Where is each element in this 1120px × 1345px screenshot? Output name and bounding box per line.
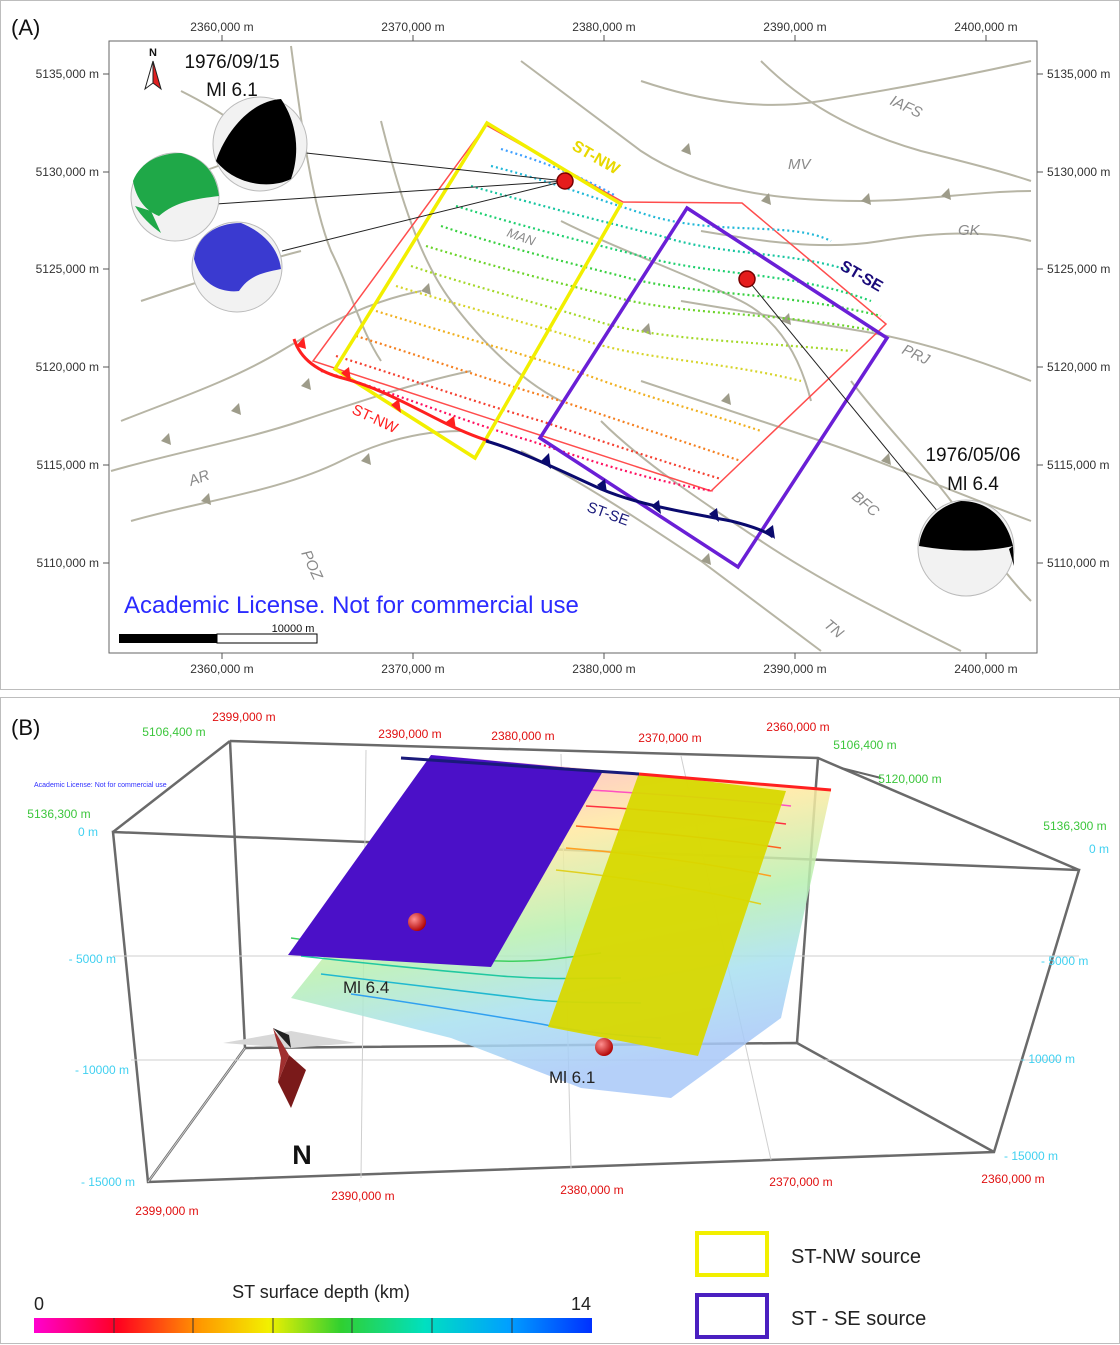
y-tick-left: 5115,000 m [37, 458, 100, 472]
legend-label-st-se: ST - SE source [791, 1308, 926, 1330]
hypocenter-ml64 [408, 913, 426, 931]
x-tick-bottom: 2390,000 m [763, 662, 826, 676]
coord-red-top: 2370,000 m [638, 731, 701, 745]
x-tick-bottom: 2370,000 m [381, 662, 444, 676]
y-tick-left: 5130,000 m [36, 165, 99, 179]
y-tick-right: 5110,000 m [1047, 556, 1110, 570]
y-tick-right: 5115,000 m [1047, 458, 1110, 472]
beachball-black [212, 96, 308, 192]
depth-left: - 10000 m [75, 1063, 129, 1077]
y-tick-left: 5135,000 m [36, 67, 99, 81]
coord-red-bottom: 2380,000 m [560, 1183, 623, 1197]
fault-label-mv: MV [788, 156, 812, 173]
panel-b-3d-view: (B) Ml 6.4 Ml 6.1 [0, 697, 1120, 1344]
coord-red-bottom: 2370,000 m [769, 1175, 832, 1189]
depth-right: - 15000 m [1004, 1149, 1058, 1163]
coord-red-bottom: 2390,000 m [331, 1189, 394, 1203]
north-label: N [149, 47, 157, 59]
depth-right: 0 m [1089, 842, 1109, 856]
panel-a-label: (A) [11, 15, 40, 40]
license-text: Academic License. Not for commercial use [124, 592, 579, 619]
event2-mag: Ml 6.4 [947, 474, 999, 495]
view3d-svg: (B) Ml 6.4 Ml 6.1 [11, 710, 1109, 1339]
beachball-green [130, 152, 220, 242]
x-tick-top: 2380,000 m [572, 20, 635, 34]
coord-green: 5120,000 m [878, 772, 941, 786]
depth-left: 0 m [78, 825, 98, 839]
y-tick-left: 5125,000 m [36, 262, 99, 276]
depth-contours [320, 147, 882, 493]
coord-green: 5136,300 m [27, 807, 90, 821]
epicenter-1976-05-06 [738, 270, 756, 288]
beachball-blue [191, 221, 283, 313]
st-nw-source-rect [332, 120, 624, 461]
scale-label: 10000 m [272, 623, 315, 635]
depth-right: - 5000 m [1041, 954, 1088, 968]
coord-green: 5106,400 m [142, 725, 205, 739]
st-se-trace-3d [400, 756, 640, 776]
y-tick-left: 5110,000 m [37, 556, 100, 570]
x-tick-top: 2370,000 m [381, 20, 444, 34]
legend-label-st-nw: ST-NW source [791, 1246, 921, 1268]
x-tick-bottom: 2380,000 m [572, 662, 635, 676]
legend: ST-NW source ST - SE source [695, 1231, 926, 1339]
mag-label-ml61: Ml 6.1 [549, 1068, 595, 1087]
beachball-ml64 [917, 499, 1015, 597]
north-compass-icon: N [223, 1028, 356, 1170]
colorbar-min: 0 [34, 1294, 44, 1314]
map-svg: 2360,000 m 2370,000 m 2380,000 m 2390,00… [11, 15, 1110, 676]
x-tick-bottom: 2360,000 m [190, 662, 253, 676]
legend-swatch-st-nw [695, 1231, 769, 1277]
depth-right: - 10000 m [1021, 1052, 1075, 1066]
fault-label-ar: AR [186, 467, 212, 491]
coord-red-top: 2360,000 m [766, 720, 829, 734]
st-nw-trace-3d [638, 772, 832, 792]
st-se-trace [485, 439, 774, 539]
y-tick-left: 5120,000 m [36, 360, 99, 374]
st-se-plane [288, 755, 603, 967]
coord-green: 5136,300 m [1043, 819, 1106, 833]
depth-left: - 15000 m [81, 1175, 135, 1189]
event2-date: 1976/05/06 [925, 445, 1020, 466]
mag-label-ml64: Ml 6.4 [343, 978, 389, 997]
coord-red-top: 2399,000 m [212, 710, 275, 724]
scale-bar: 10000 m [119, 623, 318, 644]
colorbar-max: 14 [571, 1294, 591, 1314]
depth-left: - 5000 m [69, 952, 116, 966]
hypocenter-ml61 [595, 1038, 613, 1056]
y-tick-right: 5120,000 m [1047, 360, 1110, 374]
legend-swatch-st-se [695, 1293, 769, 1339]
license-small: Academic License: Not for commercial use [34, 782, 167, 789]
coord-green: 5106,400 m [833, 738, 896, 752]
event1-date: 1976/09/15 [184, 52, 279, 73]
x-tick-top: 2360,000 m [190, 20, 253, 34]
y-tick-right: 5125,000 m [1047, 262, 1110, 276]
x-tick-top: 2390,000 m [763, 20, 826, 34]
st-nw-plane [548, 773, 786, 1056]
st-se-source-rect [537, 205, 890, 570]
coord-red-top: 2390,000 m [378, 727, 441, 741]
y-tick-right: 5130,000 m [1047, 165, 1110, 179]
y-tick-right: 5135,000 m [1047, 67, 1110, 81]
colorbar-title: ST surface depth (km) [232, 1282, 410, 1302]
coord-red-top: 2380,000 m [491, 729, 554, 743]
event1-mag: Ml 6.1 [206, 80, 258, 101]
epicenter-1976-09-15 [556, 172, 574, 190]
fault-label-gk: GK [958, 222, 981, 239]
north-label-3d: N [292, 1140, 312, 1170]
north-arrow-icon: N [144, 47, 162, 91]
st-surface-outline [311, 124, 888, 492]
panel-b-label: (B) [11, 715, 40, 740]
panel-a-map: 2360,000 m 2370,000 m 2380,000 m 2390,00… [0, 0, 1120, 690]
coord-red-bottom: 2360,000 m [981, 1172, 1044, 1186]
x-tick-bottom: 2400,000 m [954, 662, 1017, 676]
coord-red-bottom: 2399,000 m [135, 1204, 198, 1218]
st-nw-trace [292, 338, 490, 443]
colorbar [34, 1318, 592, 1333]
x-tick-top: 2400,000 m [954, 20, 1017, 34]
